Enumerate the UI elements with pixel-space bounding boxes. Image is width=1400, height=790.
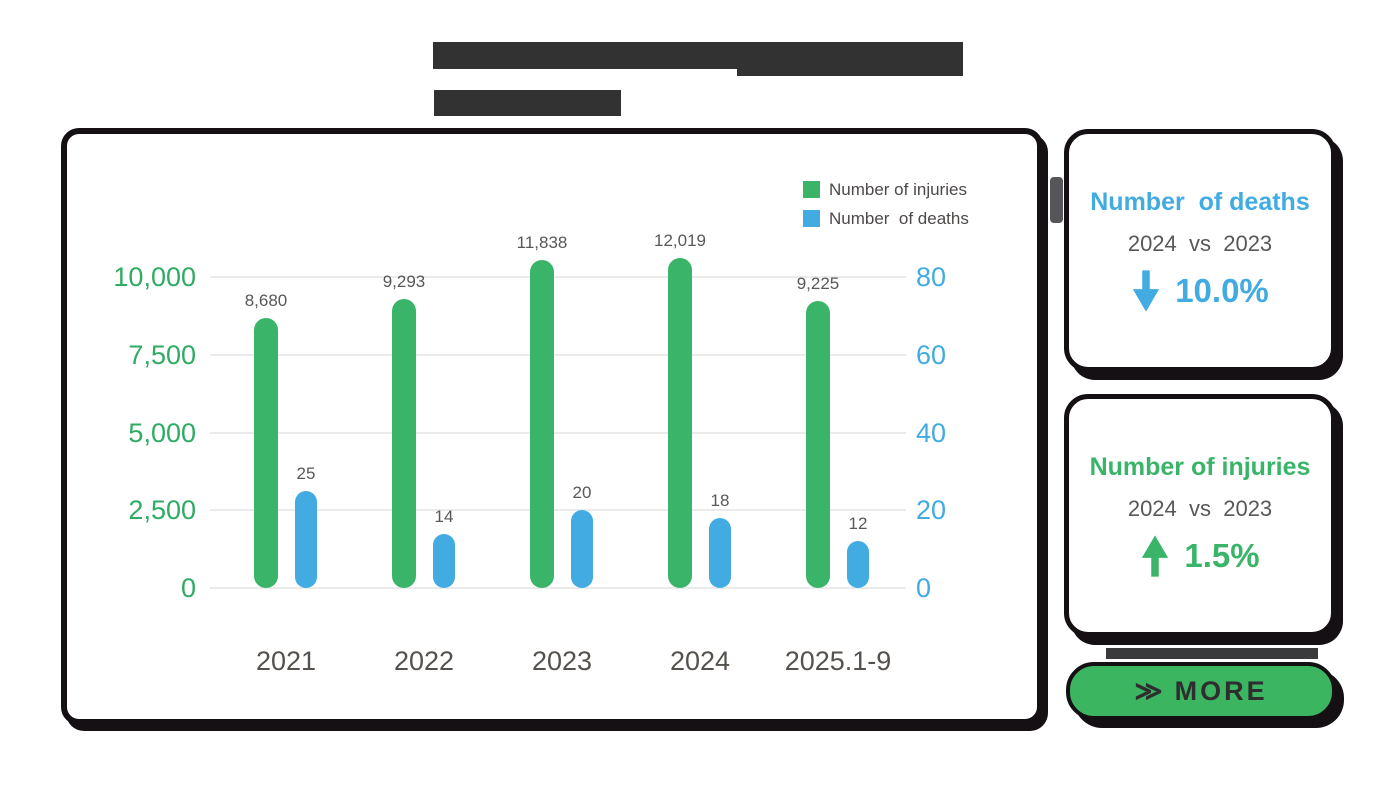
redacted-title-block-3 — [434, 90, 621, 116]
deaths-card-subtitle: 2024 vs 2023 — [1127, 231, 1273, 256]
deaths-legend-swatch — [803, 210, 820, 227]
more-button[interactable]: ≫ MORE — [1066, 662, 1336, 720]
injuries-card-title: Number of injuries — [1089, 453, 1311, 481]
redacted-title-block-1 — [433, 42, 737, 69]
redacted-caption-block — [1106, 648, 1318, 659]
down-arrow-icon — [1133, 270, 1160, 312]
deaths-change-value: 10.0% — [1175, 272, 1269, 309]
injuries-legend-label: Number of injuries — [829, 179, 967, 199]
stat-card-deaths: Number of deaths 2024 vs 2023 10.0% — [1064, 129, 1336, 372]
legend-item-injuries: Number of injuries — [803, 175, 969, 204]
deaths-legend-label: Number of deaths — [829, 208, 969, 228]
redacted-title-block-2 — [737, 42, 963, 76]
deaths-change-row: 10.0% — [1131, 269, 1269, 313]
injuries-card-subtitle: 2024 vs 2023 — [1127, 496, 1273, 521]
double-chevron-icon: ≫ — [1134, 675, 1163, 706]
more-button-label: MORE — [1174, 675, 1268, 706]
chart-legend: Number of injuries Number of deaths — [803, 175, 969, 233]
legend-item-deaths: Number of deaths — [803, 204, 969, 233]
injuries-legend-swatch — [803, 181, 820, 198]
scrollbar-thumb[interactable] — [1050, 177, 1063, 223]
injuries-change-value: 1.5% — [1184, 537, 1260, 574]
injuries-change-row: 1.5% — [1140, 534, 1260, 578]
deaths-card-title: Number of deaths — [1090, 188, 1310, 216]
up-arrow-icon — [1142, 535, 1169, 577]
stat-card-injuries: Number of injuries 2024 vs 2023 1.5% — [1064, 394, 1336, 637]
